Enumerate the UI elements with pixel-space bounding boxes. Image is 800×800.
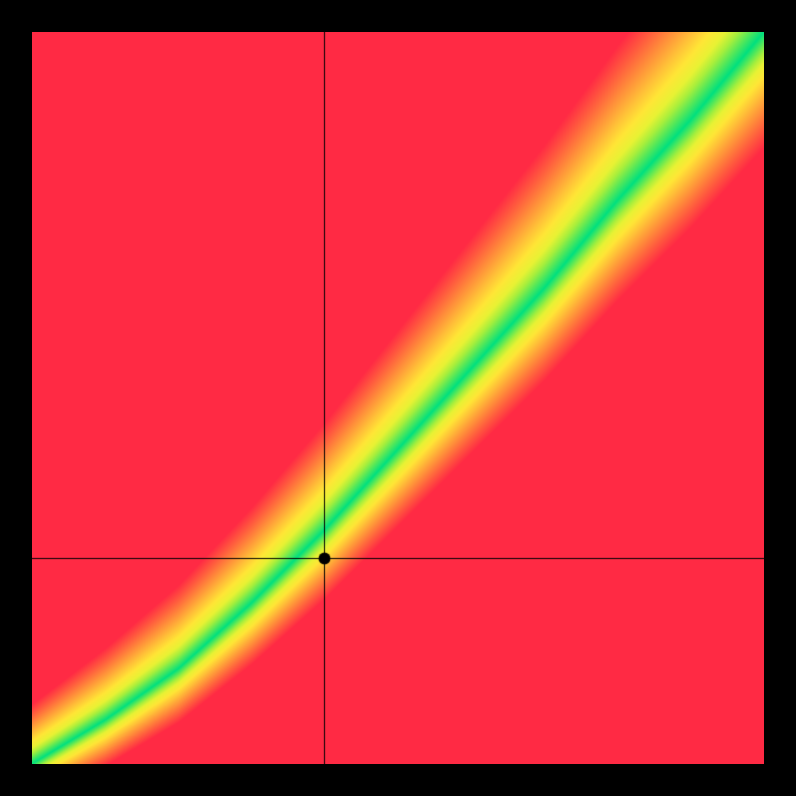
bottleneck-heatmap — [32, 32, 764, 764]
frame-left — [0, 0, 32, 796]
frame-bottom — [0, 764, 796, 796]
frame-right — [764, 0, 796, 796]
frame-top — [0, 0, 796, 32]
